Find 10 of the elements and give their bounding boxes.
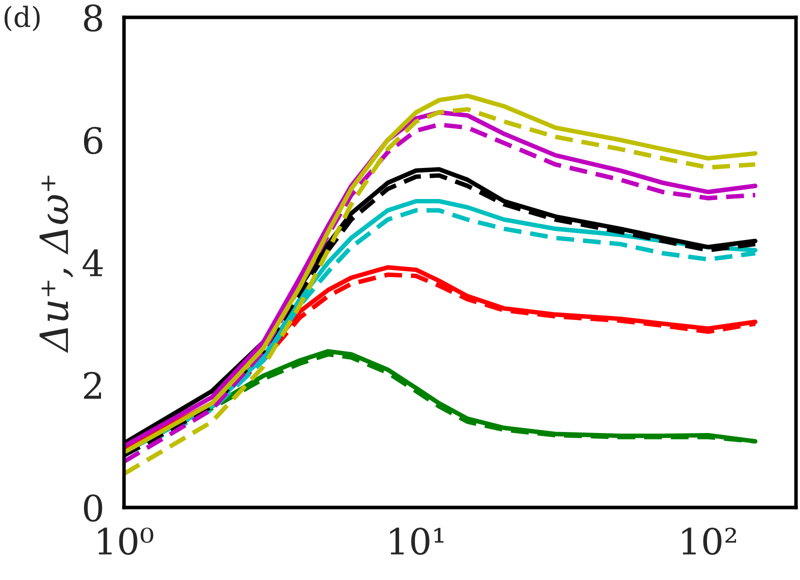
y-tick-label: 0: [84, 494, 102, 522]
y-tick-label: 4: [82, 249, 103, 276]
x-tick-label: 10¹: [390, 528, 444, 555]
y-tick-label: 8: [84, 4, 102, 32]
x-tick-label: 10⁰: [98, 528, 154, 555]
y-tick-label: 6: [84, 126, 102, 154]
y-tick-label: 2: [84, 372, 102, 399]
x-tick-label: 10²: [682, 528, 736, 555]
text: (d): [4, 6, 40, 32]
y-axis-title: Δu⁺, Δω⁺: [40, 176, 74, 354]
